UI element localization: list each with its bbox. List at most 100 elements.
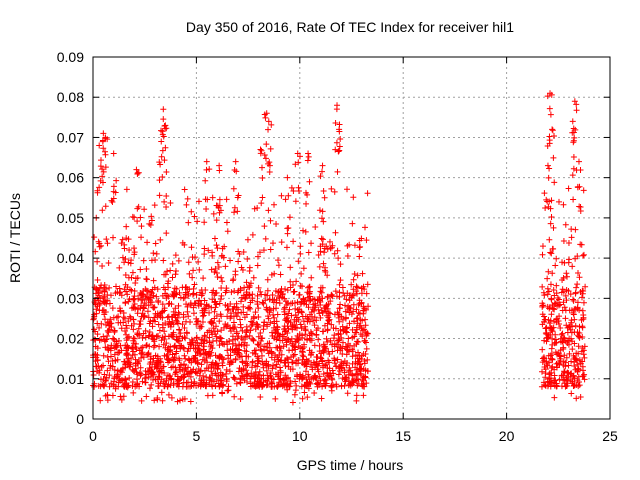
- data-point: [118, 369, 125, 376]
- data-point: [217, 335, 224, 342]
- data-point: [131, 251, 138, 258]
- data-point: [109, 392, 116, 399]
- data-point: [235, 333, 242, 340]
- data-point: [259, 174, 266, 181]
- data-point: [211, 235, 218, 242]
- data-point: [183, 368, 190, 375]
- data-point: [133, 166, 140, 173]
- data-point: [325, 357, 332, 364]
- data-point: [313, 358, 320, 365]
- data-point: [155, 297, 162, 304]
- data-point: [574, 377, 581, 384]
- data-point: [293, 325, 300, 332]
- data-point: [219, 278, 226, 285]
- data-point: [322, 377, 329, 384]
- data-point: [562, 363, 569, 370]
- data-point: [254, 298, 261, 305]
- data-point: [107, 320, 114, 327]
- data-point: [278, 239, 285, 246]
- data-point: [211, 299, 218, 306]
- data-point: [335, 148, 342, 155]
- data-point: [96, 142, 103, 149]
- data-point: [299, 334, 306, 341]
- data-point: [326, 365, 333, 372]
- data-point: [580, 314, 587, 321]
- data-point: [207, 343, 214, 350]
- data-point: [146, 320, 153, 327]
- data-point: [141, 206, 148, 213]
- data-point: [320, 260, 327, 267]
- data-point: [246, 304, 253, 311]
- data-point: [211, 269, 218, 276]
- data-point: [91, 383, 98, 390]
- data-point: [575, 383, 582, 390]
- data-point: [556, 376, 563, 383]
- data-point: [114, 367, 121, 374]
- data-point: [144, 368, 151, 375]
- data-point: [212, 383, 219, 390]
- data-point: [119, 254, 126, 261]
- data-point: [580, 187, 587, 194]
- data-point: [569, 338, 576, 345]
- data-point: [360, 366, 367, 373]
- x-tick-label: 0: [89, 428, 97, 444]
- data-point: [363, 345, 370, 352]
- data-point: [124, 291, 131, 298]
- data-point: [158, 376, 165, 383]
- data-point: [323, 361, 330, 368]
- data-point: [137, 364, 144, 371]
- data-point: [109, 199, 116, 206]
- data-point: [175, 309, 182, 316]
- data-point: [149, 376, 156, 383]
- data-point: [160, 284, 167, 291]
- data-point: [576, 203, 583, 210]
- data-point: [360, 377, 367, 384]
- data-point: [93, 306, 100, 313]
- data-point: [252, 368, 259, 375]
- data-point: [219, 354, 226, 361]
- data-point: [130, 316, 137, 323]
- data-point: [552, 336, 559, 343]
- data-point: [115, 313, 122, 320]
- data-point: [160, 106, 167, 113]
- data-point: [201, 351, 208, 358]
- data-point: [318, 355, 325, 362]
- data-point: [576, 274, 583, 281]
- data-point: [224, 341, 231, 348]
- data-point: [297, 282, 304, 289]
- data-point: [540, 379, 547, 386]
- data-point: [125, 298, 132, 305]
- data-point: [99, 207, 106, 214]
- data-point: [131, 245, 138, 252]
- x-tick-label: 25: [602, 428, 618, 444]
- axis-ticks: 0 5 10 15 20 25 0 0.01 0.02 0.03 0.04 0.05 0.06 0.07 0…: [57, 49, 618, 444]
- data-point: [310, 360, 317, 367]
- data-point: [284, 174, 291, 181]
- data-point: [267, 373, 274, 380]
- data-point: [571, 134, 578, 141]
- data-point: [99, 138, 106, 145]
- data-point: [315, 306, 322, 313]
- data-point: [286, 214, 293, 221]
- data-point: [358, 300, 365, 307]
- data-point: [267, 307, 274, 314]
- data-point: [137, 266, 144, 273]
- data-point: [112, 357, 119, 364]
- data-point: [233, 328, 240, 335]
- data-point: [151, 342, 158, 349]
- data-point: [321, 249, 328, 256]
- data-point: [333, 106, 340, 113]
- data-point: [575, 350, 582, 357]
- data-point: [295, 357, 302, 364]
- data-point: [572, 289, 579, 296]
- data-point: [176, 326, 183, 333]
- data-point: [570, 297, 577, 304]
- data-point: [289, 326, 296, 333]
- data-point: [345, 382, 352, 389]
- data-point: [327, 310, 334, 317]
- x-axis-label: GPS time / hours: [297, 457, 404, 473]
- data-point: [134, 331, 141, 338]
- data-point: [213, 217, 220, 224]
- data-point: [176, 289, 183, 296]
- data-point: [317, 302, 324, 309]
